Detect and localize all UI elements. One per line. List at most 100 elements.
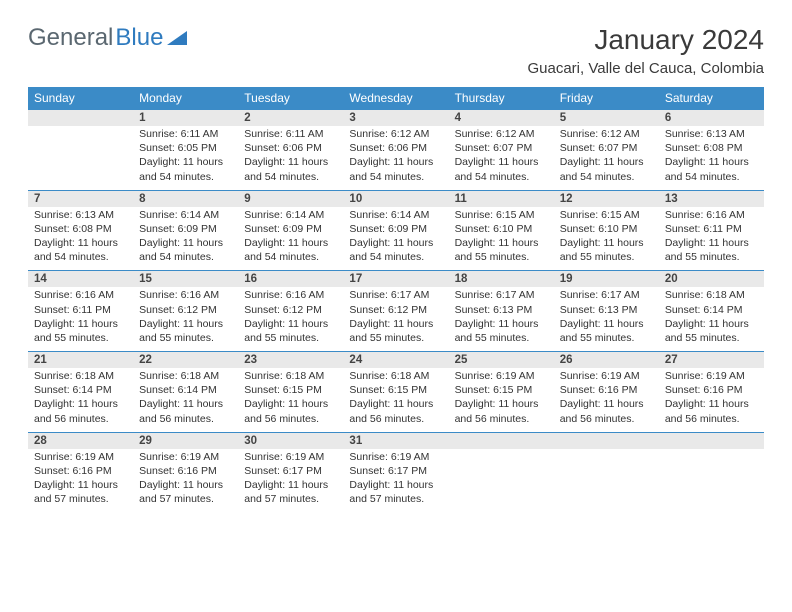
- sunrise-text: Sunrise: 6:18 AM: [244, 369, 337, 383]
- daylight-text-2: and 56 minutes.: [455, 412, 548, 426]
- day-number: 20: [659, 271, 764, 287]
- weekday-header: Wednesday: [343, 87, 448, 110]
- sunrise-text: Sunrise: 6:12 AM: [455, 127, 548, 141]
- day-data: Sunrise: 6:16 AMSunset: 6:11 PMDaylight:…: [28, 287, 133, 351]
- sunset-text: Sunset: 6:15 PM: [244, 383, 337, 397]
- daylight-text: Daylight: 11 hours: [665, 236, 758, 250]
- day-data-cell: Sunrise: 6:14 AMSunset: 6:09 PMDaylight:…: [343, 207, 448, 271]
- sunrise-text: Sunrise: 6:19 AM: [455, 369, 548, 383]
- day-data: Sunrise: 6:18 AMSunset: 6:14 PMDaylight:…: [659, 287, 764, 351]
- sunrise-text: Sunrise: 6:17 AM: [349, 288, 442, 302]
- sunset-text: Sunset: 6:17 PM: [349, 464, 442, 478]
- day-number-cell: 13: [659, 190, 764, 207]
- sunset-text: Sunset: 6:07 PM: [455, 141, 548, 155]
- day-number-cell: 5: [554, 110, 659, 127]
- day-number: [28, 110, 133, 126]
- daylight-text-2: and 54 minutes.: [34, 250, 127, 264]
- day-data-cell: Sunrise: 6:17 AMSunset: 6:13 PMDaylight:…: [554, 287, 659, 351]
- sunset-text: Sunset: 6:13 PM: [560, 303, 653, 317]
- day-number-row: 14151617181920: [28, 271, 764, 288]
- day-number: 14: [28, 271, 133, 287]
- day-number-cell: 19: [554, 271, 659, 288]
- day-data-cell: Sunrise: 6:19 AMSunset: 6:17 PMDaylight:…: [343, 449, 448, 513]
- day-number: 25: [449, 352, 554, 368]
- day-data: Sunrise: 6:19 AMSunset: 6:15 PMDaylight:…: [449, 368, 554, 432]
- weekday-header: Saturday: [659, 87, 764, 110]
- month-title: January 2024: [527, 24, 764, 56]
- weekday-header: Thursday: [449, 87, 554, 110]
- weekday-header: Sunday: [28, 87, 133, 110]
- calendar-page: General Blue January 2024 Guacari, Valle…: [0, 0, 792, 536]
- day-data: Sunrise: 6:13 AMSunset: 6:08 PMDaylight:…: [28, 207, 133, 271]
- day-data: Sunrise: 6:13 AMSunset: 6:08 PMDaylight:…: [659, 126, 764, 190]
- day-number-cell: 4: [449, 110, 554, 127]
- day-number: 11: [449, 191, 554, 207]
- sunset-text: Sunset: 6:11 PM: [34, 303, 127, 317]
- day-data-cell: Sunrise: 6:18 AMSunset: 6:14 PMDaylight:…: [28, 368, 133, 432]
- day-number-cell: 9: [238, 190, 343, 207]
- day-number-cell: 15: [133, 271, 238, 288]
- day-number: 7: [28, 191, 133, 207]
- weekday-header-row: SundayMondayTuesdayWednesdayThursdayFrid…: [28, 87, 764, 110]
- daylight-text: Daylight: 11 hours: [139, 236, 232, 250]
- daylight-text-2: and 56 minutes.: [560, 412, 653, 426]
- sunrise-text: Sunrise: 6:15 AM: [560, 208, 653, 222]
- sunset-text: Sunset: 6:16 PM: [560, 383, 653, 397]
- day-data: Sunrise: 6:17 AMSunset: 6:12 PMDaylight:…: [343, 287, 448, 351]
- day-data: Sunrise: 6:18 AMSunset: 6:14 PMDaylight:…: [133, 368, 238, 432]
- daylight-text: Daylight: 11 hours: [455, 397, 548, 411]
- day-number-cell: 1: [133, 110, 238, 127]
- sunset-text: Sunset: 6:09 PM: [244, 222, 337, 236]
- daylight-text: Daylight: 11 hours: [244, 236, 337, 250]
- day-number-cell: 21: [28, 352, 133, 369]
- sunset-text: Sunset: 6:09 PM: [349, 222, 442, 236]
- sunset-text: Sunset: 6:14 PM: [34, 383, 127, 397]
- day-number: 3: [343, 110, 448, 126]
- daylight-text: Daylight: 11 hours: [349, 155, 442, 169]
- day-number: 31: [343, 433, 448, 449]
- title-block: January 2024 Guacari, Valle del Cauca, C…: [527, 24, 764, 77]
- day-number-row: 78910111213: [28, 190, 764, 207]
- sunrise-text: Sunrise: 6:18 AM: [139, 369, 232, 383]
- logo: General Blue: [28, 24, 187, 52]
- day-data-cell: Sunrise: 6:19 AMSunset: 6:15 PMDaylight:…: [449, 368, 554, 432]
- daylight-text-2: and 54 minutes.: [139, 250, 232, 264]
- daylight-text: Daylight: 11 hours: [455, 317, 548, 331]
- sunrise-text: Sunrise: 6:17 AM: [455, 288, 548, 302]
- day-number-row: 123456: [28, 110, 764, 127]
- sunset-text: Sunset: 6:16 PM: [34, 464, 127, 478]
- day-number-cell: 20: [659, 271, 764, 288]
- day-number-cell: 24: [343, 352, 448, 369]
- day-data-row: Sunrise: 6:16 AMSunset: 6:11 PMDaylight:…: [28, 287, 764, 351]
- day-number: 17: [343, 271, 448, 287]
- sunset-text: Sunset: 6:15 PM: [455, 383, 548, 397]
- day-number-cell: 31: [343, 432, 448, 449]
- sunset-text: Sunset: 6:17 PM: [244, 464, 337, 478]
- daylight-text: Daylight: 11 hours: [34, 478, 127, 492]
- daylight-text-2: and 56 minutes.: [665, 412, 758, 426]
- daylight-text-2: and 57 minutes.: [244, 492, 337, 506]
- day-data-cell: Sunrise: 6:18 AMSunset: 6:15 PMDaylight:…: [238, 368, 343, 432]
- day-data: Sunrise: 6:11 AMSunset: 6:06 PMDaylight:…: [238, 126, 343, 190]
- sunrise-text: Sunrise: 6:12 AM: [560, 127, 653, 141]
- daylight-text: Daylight: 11 hours: [139, 155, 232, 169]
- day-data-cell: Sunrise: 6:16 AMSunset: 6:11 PMDaylight:…: [659, 207, 764, 271]
- daylight-text-2: and 56 minutes.: [244, 412, 337, 426]
- day-number: 19: [554, 271, 659, 287]
- sunset-text: Sunset: 6:07 PM: [560, 141, 653, 155]
- daylight-text-2: and 54 minutes.: [244, 170, 337, 184]
- daylight-text-2: and 54 minutes.: [665, 170, 758, 184]
- day-number: [659, 433, 764, 449]
- day-data: Sunrise: 6:17 AMSunset: 6:13 PMDaylight:…: [554, 287, 659, 351]
- logo-triangle-icon: [167, 29, 187, 50]
- daylight-text: Daylight: 11 hours: [455, 155, 548, 169]
- sunset-text: Sunset: 6:05 PM: [139, 141, 232, 155]
- day-data-cell: Sunrise: 6:14 AMSunset: 6:09 PMDaylight:…: [238, 207, 343, 271]
- day-data-cell: Sunrise: 6:12 AMSunset: 6:06 PMDaylight:…: [343, 126, 448, 190]
- day-data-cell: Sunrise: 6:19 AMSunset: 6:16 PMDaylight:…: [133, 449, 238, 513]
- sunrise-text: Sunrise: 6:19 AM: [349, 450, 442, 464]
- daylight-text: Daylight: 11 hours: [34, 236, 127, 250]
- daylight-text-2: and 55 minutes.: [560, 331, 653, 345]
- sunrise-text: Sunrise: 6:11 AM: [244, 127, 337, 141]
- day-data: Sunrise: 6:16 AMSunset: 6:12 PMDaylight:…: [133, 287, 238, 351]
